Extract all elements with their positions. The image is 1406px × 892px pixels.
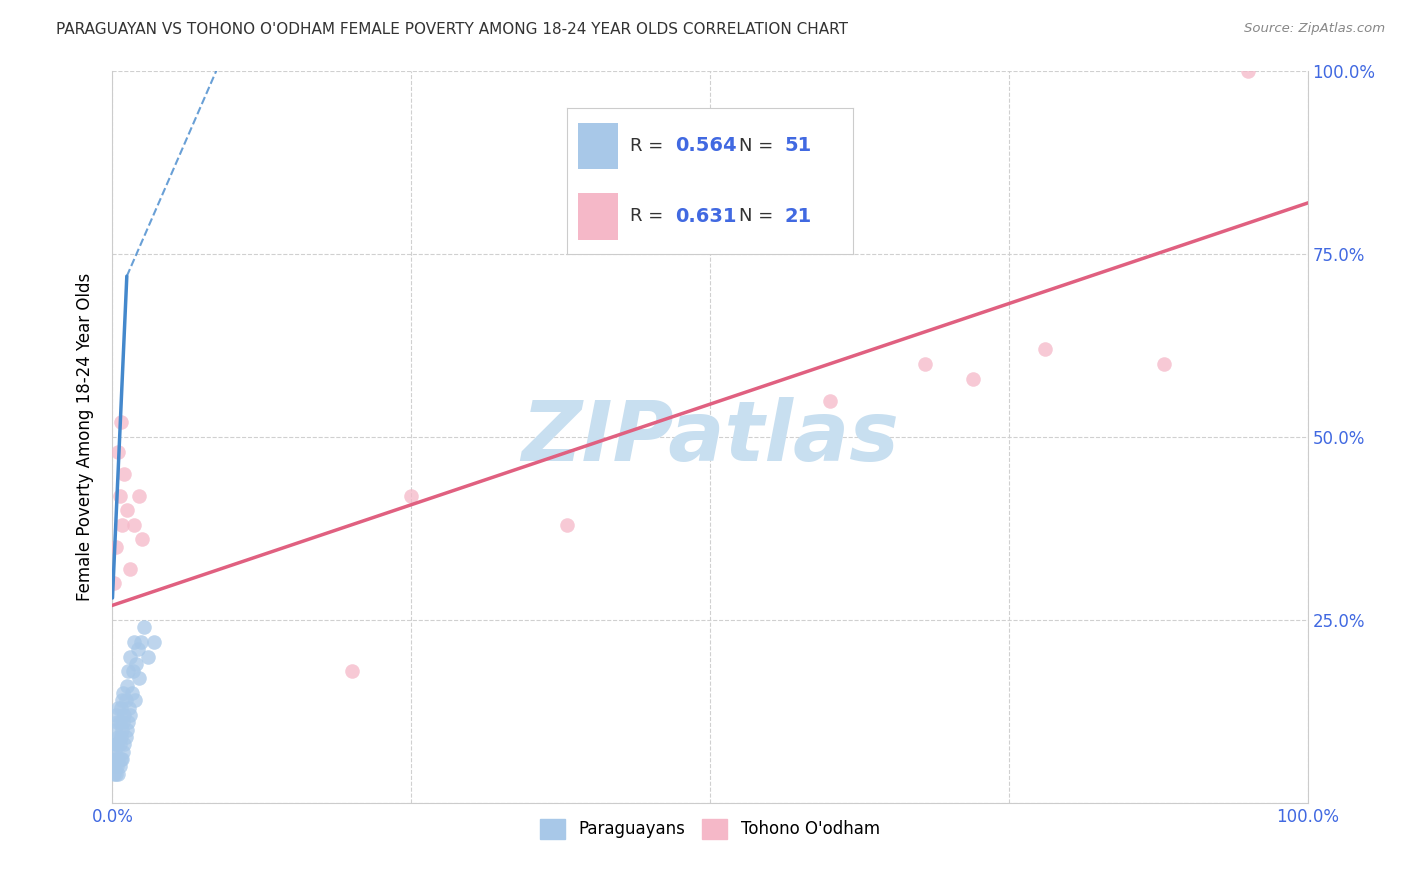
Point <box>818 393 841 408</box>
Text: Source: ZipAtlas.com: Source: ZipAtlas.com <box>1244 22 1385 36</box>
Text: PARAGUAYAN VS TOHONO O'ODHAM FEMALE POVERTY AMONG 18-24 YEAR OLDS CORRELATION CH: PARAGUAYAN VS TOHONO O'ODHAM FEMALE POVE… <box>56 22 848 37</box>
Legend: Paraguayans, Tohono O'odham: Paraguayans, Tohono O'odham <box>534 812 886 846</box>
Point <box>143 635 166 649</box>
Point <box>122 517 145 532</box>
Point <box>111 723 134 737</box>
Point <box>105 752 128 766</box>
Point <box>117 715 139 730</box>
Point <box>108 759 131 773</box>
Point <box>110 700 132 714</box>
Point <box>105 708 128 723</box>
Point <box>107 766 129 780</box>
Point <box>112 715 135 730</box>
Point <box>110 752 132 766</box>
Point <box>124 693 146 707</box>
Point <box>110 416 132 430</box>
Point <box>107 752 129 766</box>
Point <box>114 730 136 744</box>
Point <box>555 517 578 532</box>
Point <box>114 693 136 707</box>
Point <box>1033 343 1056 357</box>
Point <box>129 635 152 649</box>
Point <box>120 708 142 723</box>
Point <box>108 489 131 503</box>
Point <box>105 766 128 780</box>
Point <box>103 576 125 591</box>
Point <box>122 635 145 649</box>
Point <box>120 562 142 576</box>
Point <box>914 357 936 371</box>
Point <box>128 672 150 686</box>
Point <box>105 737 128 751</box>
Point <box>111 752 134 766</box>
Point <box>103 766 125 780</box>
Point <box>104 745 127 759</box>
Point <box>1237 64 1260 78</box>
Y-axis label: Female Poverty Among 18-24 Year Olds: Female Poverty Among 18-24 Year Olds <box>76 273 94 601</box>
Point <box>103 752 125 766</box>
Point <box>104 723 127 737</box>
Point <box>114 467 135 481</box>
Point <box>105 715 128 730</box>
Point <box>131 533 153 547</box>
Point <box>1153 357 1175 371</box>
Point <box>138 649 160 664</box>
Point <box>115 723 138 737</box>
Point <box>103 737 125 751</box>
Point <box>115 679 138 693</box>
Point <box>111 693 134 707</box>
Point <box>114 737 135 751</box>
Point <box>125 657 148 671</box>
Point <box>107 700 129 714</box>
Point <box>962 371 984 385</box>
Point <box>121 686 143 700</box>
Point <box>117 664 139 678</box>
Point <box>107 444 129 458</box>
Point <box>108 737 131 751</box>
Point <box>118 700 141 714</box>
Point <box>132 620 155 634</box>
Point <box>112 686 135 700</box>
Point <box>128 489 150 503</box>
Point <box>127 642 149 657</box>
Point <box>121 664 143 678</box>
Point <box>112 745 135 759</box>
Point <box>115 503 138 517</box>
Point <box>105 540 128 554</box>
Point <box>120 649 142 664</box>
Point <box>114 708 135 723</box>
Point <box>107 730 129 744</box>
Point <box>108 715 131 730</box>
Text: ZIPatlas: ZIPatlas <box>522 397 898 477</box>
Point <box>340 664 363 678</box>
Point <box>105 759 128 773</box>
Point <box>110 730 132 744</box>
Point <box>111 517 134 532</box>
Point <box>104 759 127 773</box>
Point <box>401 489 423 503</box>
Point <box>105 737 128 751</box>
